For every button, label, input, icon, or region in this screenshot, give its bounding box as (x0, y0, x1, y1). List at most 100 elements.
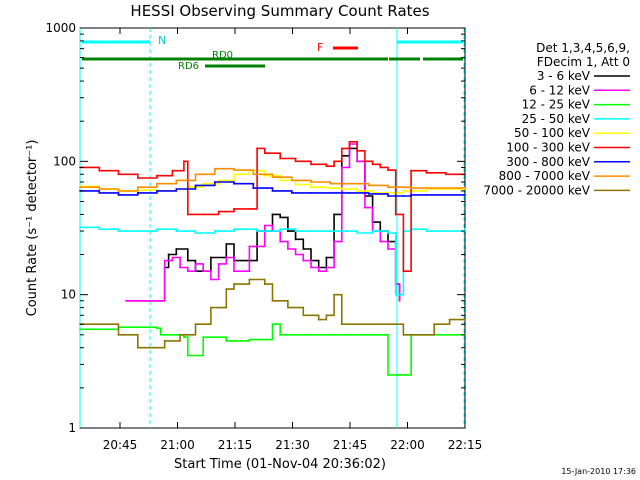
data-point (402, 270, 405, 273)
data-point (217, 210, 220, 213)
data-point (287, 306, 289, 309)
data-point (310, 186, 312, 189)
data-point (294, 230, 297, 233)
legend-label: 12 - 25 keV (522, 98, 591, 112)
data-point (79, 186, 81, 189)
data-point (136, 230, 139, 233)
x-tick-label: 22:00 (390, 438, 425, 452)
data-point (171, 256, 174, 259)
data-point (340, 188, 343, 190)
data-point (279, 179, 282, 182)
data-point (248, 338, 251, 341)
flare-flag-label: F (317, 41, 323, 54)
legend-label: 25 - 50 keV (522, 112, 591, 126)
data-point (310, 230, 312, 233)
data-point (252, 173, 255, 176)
marks-layer: N RD0 RD6 F (79, 28, 466, 428)
timestamp: 15-Jan-2010 17:36 (561, 467, 636, 476)
data-point (194, 184, 197, 187)
y-tick-label: 10 (61, 288, 76, 302)
data-point (279, 333, 282, 336)
data-point (464, 228, 466, 231)
data-point (379, 240, 382, 243)
data-point (175, 230, 178, 233)
data-point (271, 213, 274, 216)
data-point (333, 333, 335, 336)
data-point (340, 230, 343, 233)
data-point (233, 182, 235, 185)
y-axis-label: Count Rate (s⁻¹ detector⁻¹) (25, 140, 40, 317)
series-line (80, 141, 465, 272)
data-point (156, 190, 158, 192)
data-point (233, 208, 235, 210)
legend-header-line-1: Det 1,3,4,5,6,9, (536, 41, 630, 55)
data-point (263, 224, 266, 227)
data-point (210, 278, 212, 281)
data-point (186, 213, 189, 216)
y-tick-label: 1 (68, 421, 76, 435)
data-point (202, 213, 205, 216)
data-point (225, 288, 228, 290)
data-point (117, 173, 120, 176)
data-point (310, 192, 312, 194)
series-line (126, 143, 401, 302)
x-tick-label: 21:30 (275, 438, 310, 452)
data-point (444, 173, 447, 176)
data-point (98, 192, 101, 194)
x-tick-label: 20:45 (103, 438, 138, 452)
data-point (387, 232, 389, 234)
data-point (156, 174, 158, 177)
data-point (217, 179, 220, 182)
data-point (156, 346, 158, 349)
data-point (329, 192, 332, 194)
data-point (310, 163, 312, 166)
data-point (256, 230, 258, 233)
data-point (402, 195, 405, 197)
data-point (136, 192, 139, 194)
data-point (117, 230, 120, 233)
legend-label: 7000 - 20000 keV (483, 183, 590, 197)
data-point (159, 333, 162, 336)
data-point (387, 169, 389, 172)
data-point (171, 169, 174, 172)
data-point (117, 190, 120, 192)
data-point (79, 226, 81, 229)
data-point (325, 256, 328, 259)
data-point (98, 228, 101, 231)
data-point (356, 323, 359, 326)
data-point (271, 299, 274, 302)
data-point (175, 179, 178, 182)
data-point (156, 327, 158, 330)
data-point (371, 163, 374, 166)
data-point (464, 318, 466, 321)
data-point (163, 259, 166, 262)
data-point (333, 293, 335, 296)
data-point (325, 266, 328, 269)
decimation-rd0-label: RD0 (212, 50, 233, 61)
data-point (317, 318, 320, 321)
data-point (183, 336, 185, 339)
night-flag-label: N (158, 34, 166, 47)
x-tick-label: 21:15 (218, 438, 253, 452)
data-point (398, 299, 401, 302)
data-point (425, 194, 428, 196)
legend-label: 3 - 6 keV (537, 69, 591, 83)
x-axis-label: Start Time (01-Nov-04 20:36:02) (174, 457, 386, 472)
data-point (263, 283, 266, 285)
x-tick-label: 21:00 (160, 438, 195, 452)
data-point (156, 299, 158, 302)
data-point (175, 248, 178, 250)
series-line (80, 323, 465, 376)
data-point (202, 270, 205, 273)
data-point (294, 183, 297, 186)
data-point (410, 169, 412, 172)
data-point (163, 340, 166, 342)
data-point (233, 173, 235, 176)
data-point (290, 192, 293, 194)
data-point (329, 182, 332, 185)
data-point (356, 160, 359, 163)
data-point (348, 140, 351, 143)
data-point (271, 190, 274, 192)
data-point (325, 314, 328, 317)
data-point (213, 181, 216, 183)
